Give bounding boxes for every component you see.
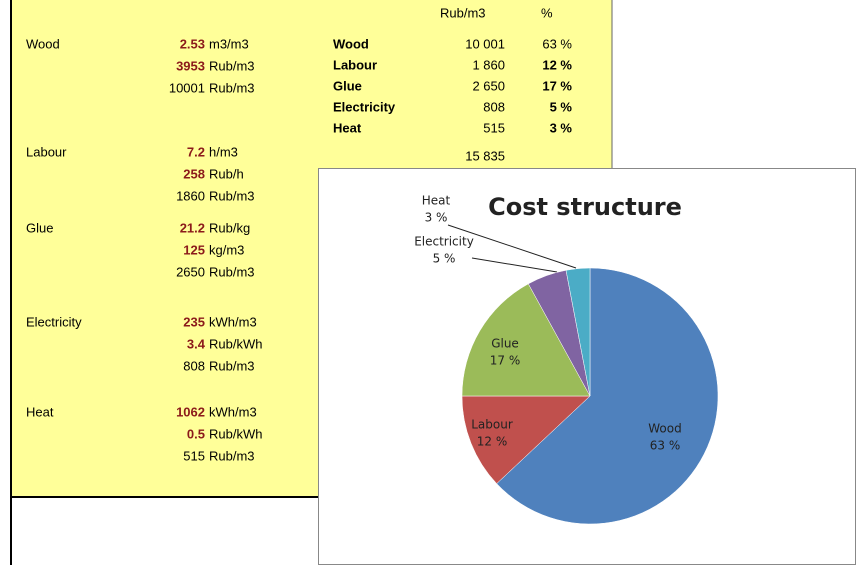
leader-line — [447, 224, 577, 269]
row-label: Labour — [26, 144, 67, 159]
value: 2.53 — [180, 36, 205, 51]
unit: Rub/kWh — [209, 426, 262, 441]
pie-slice — [461, 395, 591, 484]
share: 12 % — [542, 57, 572, 72]
slice-label: Electricity — [414, 235, 474, 249]
share: 17 % — [542, 78, 572, 93]
slice-label: Wood — [648, 422, 681, 436]
value: 3953 — [176, 58, 205, 73]
slice-value: 17 % — [490, 354, 521, 368]
cost: 1 860 — [472, 57, 505, 72]
share: 5 % — [550, 99, 573, 114]
row-label: Electricity — [26, 314, 82, 329]
value: 515 — [183, 448, 205, 463]
unit: Rub/m3 — [209, 58, 255, 73]
value: 2650 — [176, 264, 205, 279]
slice-value: 5 % — [433, 252, 456, 266]
row-label: Wood — [333, 36, 369, 51]
row-label: Wood — [26, 36, 60, 51]
slice-value: 63 % — [650, 439, 681, 453]
total: 15 835 — [465, 148, 505, 163]
unit: kg/m3 — [209, 242, 244, 257]
row-label: Electricity — [333, 99, 396, 114]
chart-title: Cost structure — [488, 193, 682, 221]
row-label: Glue — [333, 78, 362, 93]
value: 1860 — [176, 188, 205, 203]
value: 21.2 — [180, 220, 205, 235]
unit: Rub/m3 — [209, 448, 255, 463]
pie-slice — [461, 283, 591, 397]
value: 1062 — [176, 404, 205, 419]
value: 808 — [183, 358, 205, 373]
share: 63 % — [542, 36, 572, 51]
header: Rub/m3 — [440, 5, 486, 20]
slice-value: 3 % — [425, 211, 448, 225]
unit: Rub/kg — [209, 220, 250, 235]
value: 3.4 — [187, 336, 206, 351]
cost: 2 650 — [472, 78, 505, 93]
value: 235 — [183, 314, 205, 329]
slice-label: Glue — [491, 337, 519, 351]
sheet: Wood 2.53 m3/m3 3953 Rub/m3 10001 Rub/m3 Labour… — [26, 5, 572, 463]
slice-value: 12 % — [477, 435, 508, 449]
unit: Rub/m3 — [209, 188, 255, 203]
pie-slice — [496, 267, 719, 525]
cost: 10 001 — [465, 36, 505, 51]
row-label: Glue — [26, 220, 53, 235]
chart: Wood 63 % Labour 12 % Glue 17 % Electricity 5 %… — [414, 194, 719, 525]
unit: kWh/m3 — [209, 314, 257, 329]
row-label: Labour — [333, 57, 377, 72]
row-label: Heat — [26, 404, 54, 419]
value: 0.5 — [187, 426, 205, 441]
value: 258 — [183, 166, 205, 181]
share: 3 % — [550, 120, 573, 135]
row-label: Heat — [333, 120, 362, 135]
slice-label: Labour — [471, 418, 513, 432]
pie-slice — [565, 267, 591, 397]
unit: Rub/kWh — [209, 336, 262, 351]
value: 10001 — [169, 80, 205, 95]
unit: m3/m3 — [209, 36, 249, 51]
slice-label: Heat — [422, 194, 451, 208]
value: 7.2 — [187, 144, 205, 159]
cost: 515 — [483, 120, 505, 135]
unit: Rub/h — [209, 166, 244, 181]
unit: kWh/m3 — [209, 404, 257, 419]
value: 125 — [183, 242, 205, 257]
unit: Rub/m3 — [209, 358, 255, 373]
header: % — [541, 5, 553, 20]
unit: h/m3 — [209, 144, 238, 159]
unit: Rub/m3 — [209, 264, 255, 279]
leader-line — [471, 257, 558, 273]
cost: 808 — [483, 99, 505, 114]
unit: Rub/m3 — [209, 80, 255, 95]
